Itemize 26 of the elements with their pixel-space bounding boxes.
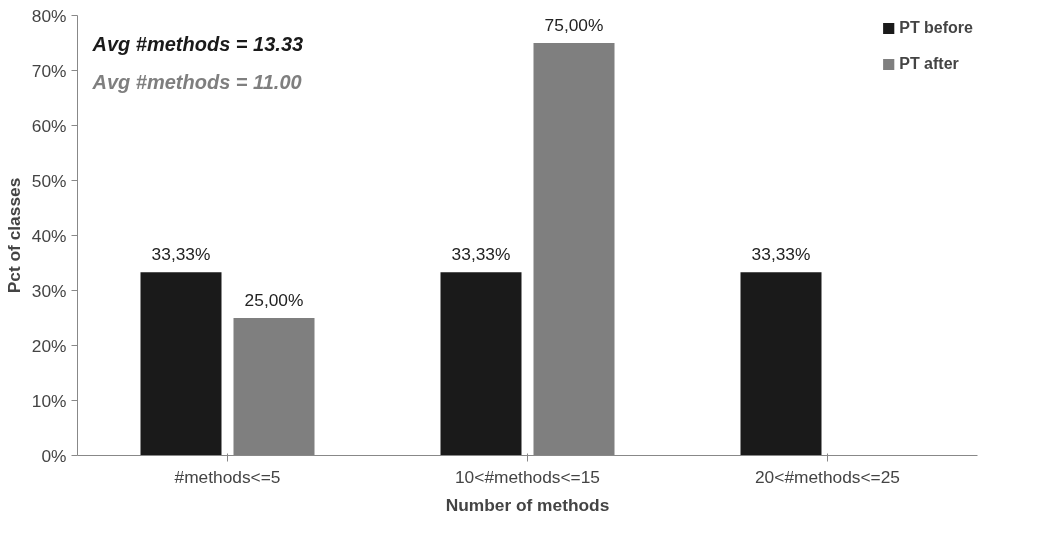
x-tick-label: 20<#methods<=25 [755,466,901,487]
annotation: Avg #methods = 11.00 [91,70,302,93]
y-tick-label: 60% [31,115,67,136]
y-tick-label: 50% [31,170,67,191]
data-label: 33,33% [151,244,211,265]
y-tick-label: 0% [41,445,67,466]
bar [740,272,822,456]
y-axis-title: Pct of classes [3,177,24,294]
y-tick-label: 20% [31,335,67,356]
annotation: Avg #methods = 13.33 [91,33,304,56]
bar [140,272,222,456]
data-label: 25,00% [244,290,304,310]
y-tick-label: 70% [31,60,67,81]
x-tick-label: 10<#methods<=15 [455,466,601,487]
data-label: 33,33% [751,244,811,265]
y-tick-label: 30% [31,280,67,301]
x-axis-title: Number of methods [445,494,610,515]
data-label: 33,33% [451,244,511,265]
y-tick-label: 40% [31,225,67,246]
y-tick-label: 10% [31,390,67,411]
bar [440,272,522,456]
legend-label: PT before [899,19,973,37]
y-tick-label: 80% [31,5,67,26]
legend-label: PT after [899,55,959,73]
data-label: 75,00% [544,15,604,35]
x-tick-label: #methods<=5 [174,466,281,487]
